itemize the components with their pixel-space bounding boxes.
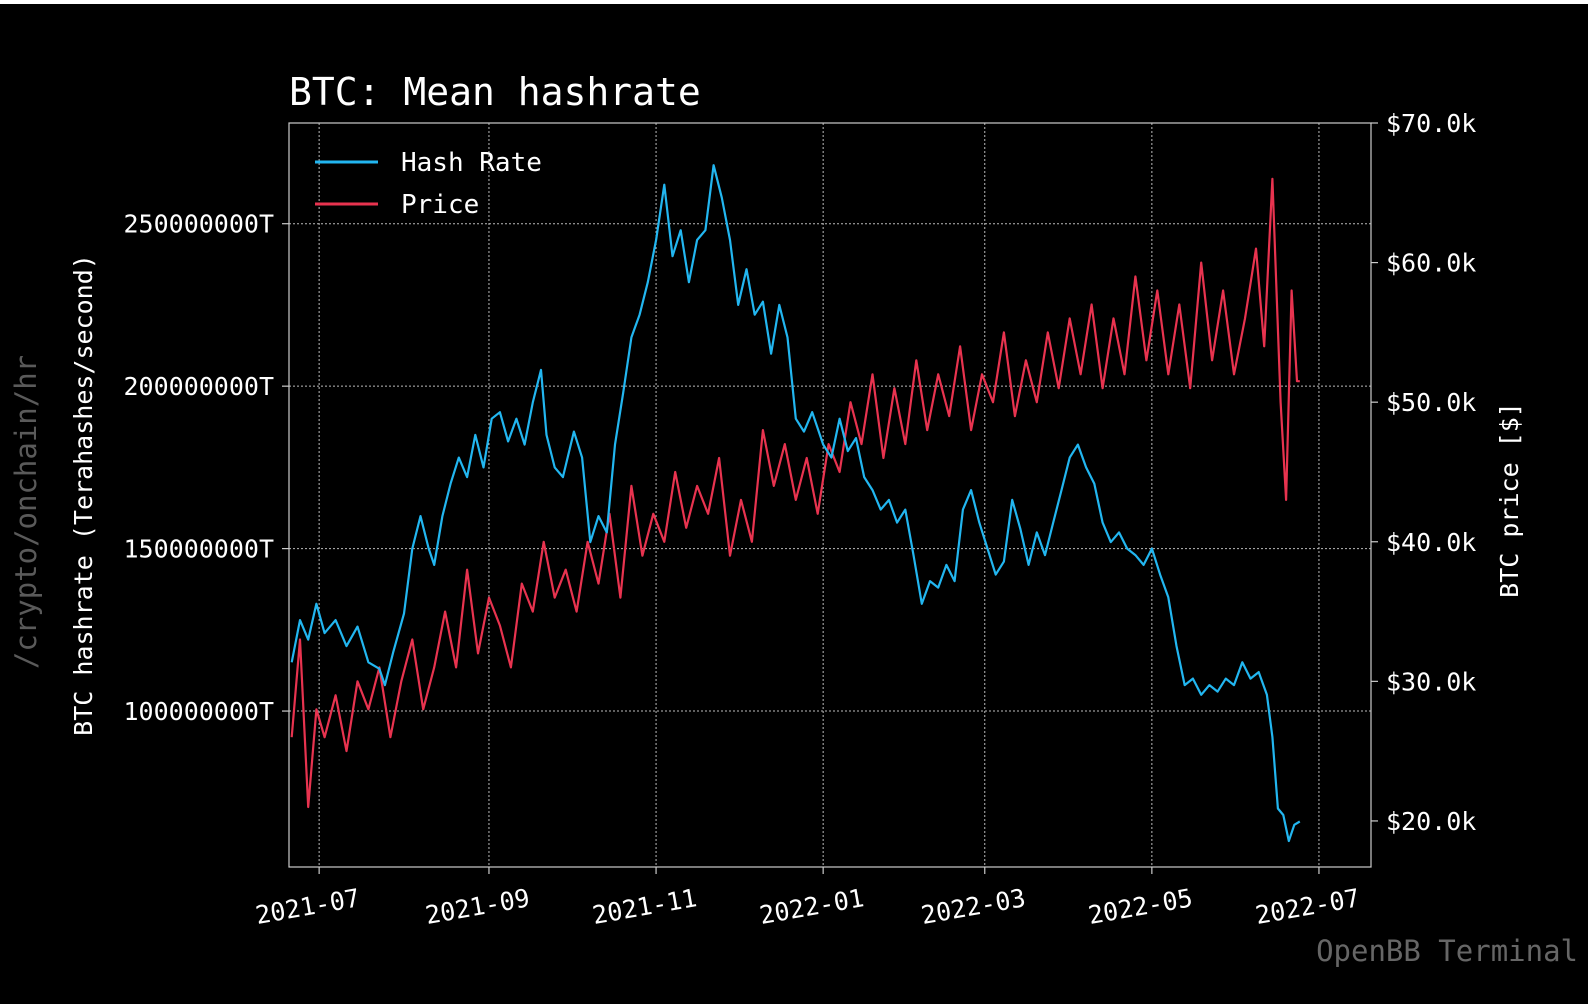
y-right-tick-label: $40.0k bbox=[1386, 528, 1476, 557]
chart-title: BTC: Mean hashrate bbox=[289, 70, 701, 114]
y-right-tick-label: $70.0k bbox=[1386, 109, 1476, 138]
y-right-tick-label: $60.0k bbox=[1386, 249, 1476, 278]
x-tick-label: 2021-11 bbox=[590, 883, 699, 930]
x-tick-label: 2021-07 bbox=[253, 883, 362, 930]
y-axis-right-label: BTC price [$] bbox=[1495, 402, 1524, 598]
y-left-tick-label: 150000000T bbox=[123, 535, 274, 564]
series-line-price bbox=[290, 177, 1300, 809]
x-tick-label: 2022-01 bbox=[757, 883, 866, 930]
brand-watermark: OpenBB Terminal bbox=[1316, 934, 1578, 968]
plot-frame bbox=[288, 122, 1372, 868]
y-left-tick-label: 250000000T bbox=[123, 210, 274, 239]
series-line-hash-rate bbox=[290, 164, 1301, 843]
x-tick-label: 2021-09 bbox=[423, 883, 532, 930]
legend-label-hash-rate: Hash Rate bbox=[401, 148, 542, 178]
legend-label-price: Price bbox=[401, 190, 479, 220]
y-right-tick-label: $50.0k bbox=[1386, 388, 1476, 417]
series-layer bbox=[290, 164, 1301, 843]
y-left-tick-label: 100000000T bbox=[123, 697, 274, 726]
y-right-tick-label: $30.0k bbox=[1386, 667, 1476, 696]
x-tick-label: 2022-05 bbox=[1086, 883, 1195, 930]
y-left-tick-label: 200000000T bbox=[123, 372, 274, 401]
y-axis-left-label: BTC hashrate (Terahashes/second) bbox=[69, 254, 98, 736]
top-border bbox=[0, 0, 1588, 4]
legend: Hash Rate Price bbox=[315, 148, 542, 220]
x-tick-label: 2022-03 bbox=[919, 883, 1028, 930]
x-tick-label: 2022-07 bbox=[1253, 883, 1362, 930]
command-watermark: /crypto/onchain/hr bbox=[9, 355, 43, 669]
y-right-tick-label: $20.0k bbox=[1386, 807, 1476, 836]
grid-lines bbox=[289, 123, 1371, 867]
